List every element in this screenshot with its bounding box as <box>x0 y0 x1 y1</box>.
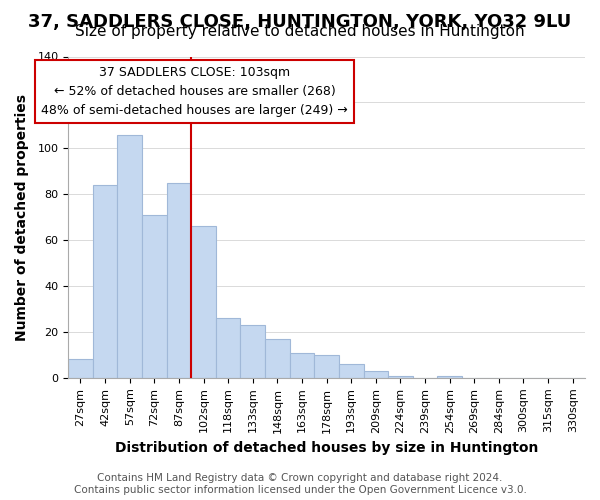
Bar <box>364 371 388 378</box>
Text: Contains HM Land Registry data © Crown copyright and database right 2024.
Contai: Contains HM Land Registry data © Crown c… <box>74 474 526 495</box>
Bar <box>314 355 339 378</box>
Bar <box>290 352 314 378</box>
Text: 37, SADDLERS CLOSE, HUNTINGTON, YORK, YO32 9LU: 37, SADDLERS CLOSE, HUNTINGTON, YORK, YO… <box>28 12 572 30</box>
Bar <box>388 376 413 378</box>
Text: Size of property relative to detached houses in Huntington: Size of property relative to detached ho… <box>75 24 525 39</box>
Bar <box>437 376 462 378</box>
Bar <box>68 360 93 378</box>
Bar <box>93 185 118 378</box>
Bar <box>216 318 241 378</box>
Bar <box>241 325 265 378</box>
Bar <box>142 215 167 378</box>
Bar <box>118 134 142 378</box>
Y-axis label: Number of detached properties: Number of detached properties <box>15 94 29 340</box>
Bar <box>167 182 191 378</box>
Text: 37 SADDLERS CLOSE: 103sqm
← 52% of detached houses are smaller (268)
48% of semi: 37 SADDLERS CLOSE: 103sqm ← 52% of detac… <box>41 66 348 117</box>
Bar <box>339 364 364 378</box>
Bar <box>191 226 216 378</box>
Bar <box>265 339 290 378</box>
X-axis label: Distribution of detached houses by size in Huntington: Distribution of detached houses by size … <box>115 441 538 455</box>
